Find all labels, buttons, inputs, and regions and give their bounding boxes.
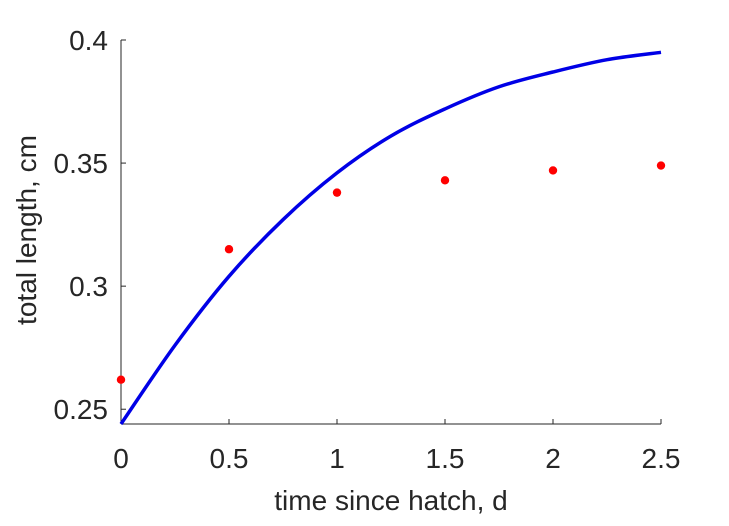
scatter-series xyxy=(116,161,666,384)
x-tick-label: 2 xyxy=(545,443,561,474)
data-point xyxy=(440,176,450,185)
fit-curve-line xyxy=(119,50,662,425)
y-tick-label: 0.35 xyxy=(54,148,109,179)
data-point xyxy=(116,375,126,384)
data-point xyxy=(548,166,558,175)
axes xyxy=(120,39,662,425)
y-tick-label: 0.25 xyxy=(54,394,109,425)
data-point xyxy=(224,245,234,254)
tick-labels: 0 0.5 1 1.5 2 2.5 0.25 0.3 0.35 0.4 xyxy=(54,25,681,474)
x-tick-label: 2.5 xyxy=(642,443,681,474)
y-axis-label: total length, cm xyxy=(11,135,42,325)
x-axis-label: time since hatch, d xyxy=(274,485,507,516)
x-tick-label: 0 xyxy=(113,443,129,474)
line-series xyxy=(119,50,662,425)
x-tick-label: 1.5 xyxy=(426,443,465,474)
x-tick-label: 0.5 xyxy=(210,443,249,474)
y-tick-label: 0.4 xyxy=(69,25,108,56)
y-tick-label: 0.3 xyxy=(69,271,108,302)
x-tick-label: 1 xyxy=(329,443,345,474)
data-point xyxy=(656,161,666,170)
data-point xyxy=(332,188,342,197)
